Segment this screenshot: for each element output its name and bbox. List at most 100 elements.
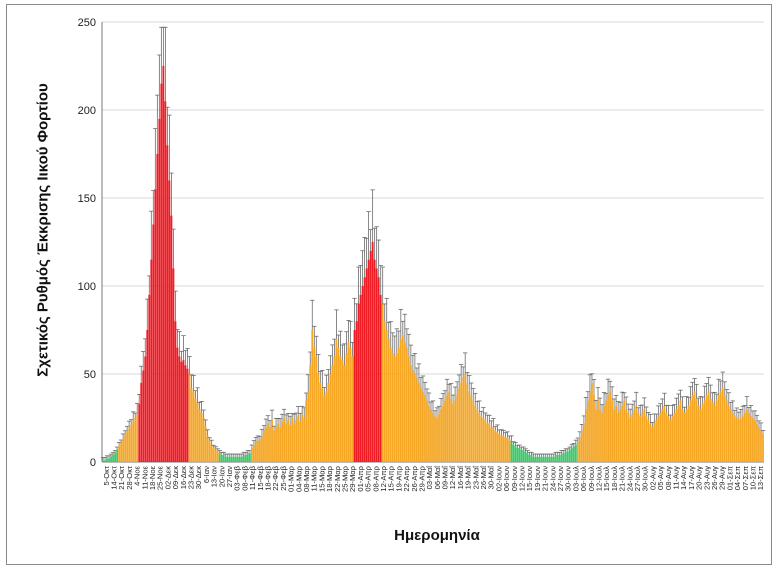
bar [170, 215, 173, 462]
bar [544, 456, 547, 462]
x-tick-label: 11-Αυγ [671, 466, 680, 490]
bar [611, 400, 613, 462]
bar [617, 412, 620, 462]
bar [741, 416, 744, 462]
y-tick-label: 250 [78, 17, 96, 29]
bar [273, 430, 275, 462]
bar [639, 416, 642, 462]
bar [649, 423, 652, 462]
bar [723, 395, 726, 462]
bar [558, 454, 561, 462]
bar [446, 395, 448, 462]
bar [532, 456, 535, 462]
x-tick-label: 05-Αυγ [656, 466, 665, 490]
bar [442, 405, 444, 462]
bar [748, 412, 750, 462]
x-tick-label: 12-Ιουλ [595, 466, 604, 491]
bar [166, 145, 169, 462]
bar [750, 416, 752, 462]
bar [228, 456, 231, 462]
bar [524, 451, 527, 462]
x-tick-label: 23-Αυγ [702, 466, 711, 490]
bar [452, 403, 455, 462]
bar [271, 419, 273, 462]
bar [752, 418, 754, 462]
bar [462, 377, 465, 462]
bar [232, 456, 235, 462]
bar [367, 259, 370, 462]
bar [578, 437, 581, 462]
bar [226, 456, 229, 462]
bar [118, 446, 121, 462]
bar [542, 456, 545, 462]
bar [711, 402, 714, 462]
bar [130, 425, 133, 462]
x-tick-label: 07-Σεπ [741, 466, 750, 490]
x-tick-label: 03-Φεβ [233, 465, 242, 490]
bar [220, 454, 223, 462]
bar [182, 359, 185, 462]
bar [214, 449, 217, 462]
bar [381, 303, 384, 462]
bar [707, 391, 710, 462]
bar [643, 409, 646, 462]
bar [546, 456, 549, 462]
x-tick-label: 10-Σεπ [748, 466, 757, 490]
bar [534, 456, 537, 462]
bar [570, 447, 573, 462]
x-tick-label: 16-Μαΐ [456, 465, 465, 490]
x-tick-label: 01-Μαρ [287, 465, 296, 492]
x-tick-label: 01-Σεπ [725, 466, 734, 490]
bar [432, 412, 434, 462]
bar [595, 409, 597, 462]
x-tick-label: 25-Μαρ [340, 465, 349, 492]
bar [478, 412, 481, 462]
x-tick-label: 29-Απρ [417, 465, 426, 491]
x-tick-label: 08-Μαρ [302, 465, 311, 492]
bar [208, 440, 211, 462]
chart-frame: 0 50 100 150 200 250 5-Οκτ 14-Οκτ 21-Οκτ 28-Οκτ 4-… [6, 4, 772, 565]
bar [673, 412, 676, 462]
bar [506, 437, 509, 462]
bar [313, 347, 316, 462]
bar [248, 453, 251, 462]
bar [538, 456, 541, 462]
x-tick-label: 21-Ιουλ [618, 466, 627, 491]
bar [522, 449, 525, 462]
x-tick-label: 11-Μαρ [310, 465, 319, 491]
bar [695, 398, 698, 462]
bar [204, 426, 207, 462]
x-tick-label: 29-Αυγ [718, 466, 727, 490]
bar [566, 451, 569, 462]
x-tick-label: 03-Ιουλ [571, 466, 580, 491]
x-tick-label: 13-Σεπ [756, 466, 765, 490]
bar [679, 400, 682, 462]
bar [758, 426, 760, 462]
bar [405, 347, 408, 462]
bar [605, 400, 607, 462]
bar [760, 430, 762, 462]
bar [138, 403, 141, 462]
bar [377, 277, 380, 462]
y-tick-label: 50 [84, 369, 96, 381]
bar [496, 432, 499, 462]
bar [285, 423, 288, 462]
bar [633, 409, 636, 462]
x-tick-label: 17-Αυγ [687, 466, 696, 490]
bar [733, 416, 736, 462]
bar [126, 432, 129, 462]
x-tick-label: 28-Οκτ [125, 466, 134, 490]
bar [665, 412, 668, 462]
bar [556, 454, 559, 462]
bar [311, 330, 314, 462]
bar [426, 400, 428, 462]
bar [607, 395, 609, 462]
bar [762, 433, 764, 462]
bar [387, 338, 390, 462]
bar [146, 330, 149, 462]
bar [518, 447, 521, 462]
bar [667, 416, 670, 462]
bar [174, 321, 177, 462]
x-tick-label: 26-Μαΐ [479, 465, 488, 490]
bar [259, 439, 261, 462]
